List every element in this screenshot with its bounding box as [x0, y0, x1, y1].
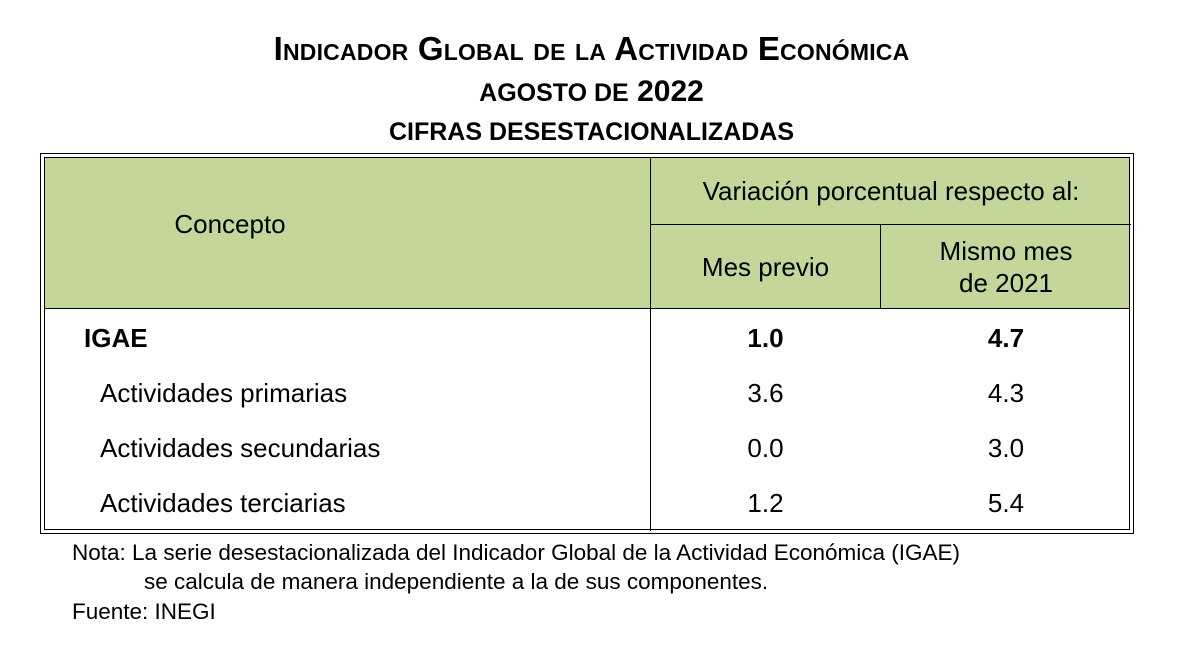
footnote: Nota: La serie desestacionalizada del In…: [72, 538, 960, 567]
cell-primarias-prev: 3.6: [747, 378, 784, 408]
period-month: agosto de: [479, 79, 629, 107]
header-mismo-mes-line2: de 2021: [959, 268, 1053, 298]
cell-igae-yoy: 4.7: [987, 323, 1025, 353]
period-year: 2022: [637, 75, 704, 108]
header-variacion: Variación porcentual respecto al:: [702, 176, 1080, 206]
row-label-terciarias: Actividades terciarias: [100, 488, 346, 518]
data-table: Concepto Variación porcentual respecto a…: [40, 153, 1134, 534]
cell-secundarias-prev: 0.0: [747, 433, 784, 463]
header-concepto: Concepto: [174, 208, 286, 239]
cell-igae-prev: 1.0: [747, 323, 784, 353]
row-label-primarias: Actividades primarias: [100, 378, 348, 408]
table-header: [45, 158, 1129, 309]
page-subtitle-series: CIFRAS DESESTACIONALIZADAS: [388, 118, 795, 146]
row-label-igae: IGAE: [84, 323, 148, 353]
divider-header-group: [650, 224, 1131, 225]
page-title: Indicador Global de la Actividad Económi…: [273, 30, 910, 67]
footnote-line2: se calcula de manera independiente a la …: [144, 569, 769, 594]
header-mismo-mes: Mismo mes de 2021: [881, 225, 1131, 309]
title-block: Indicador Global de la Actividad Económi…: [0, 26, 1183, 151]
header-mes-previo: Mes previo: [701, 252, 830, 282]
header-mismo-mes-line1: Mismo mes: [939, 236, 1073, 266]
cell-terciarias-prev: 1.2: [747, 488, 784, 518]
page-subtitle-period: agosto de 2022: [0, 72, 1183, 113]
footnote-line1: La serie desestacionalizada del Indicado…: [132, 540, 961, 565]
row-label-secundarias: Actividades secundarias: [100, 433, 381, 463]
source-note: Fuente: INEGI: [72, 599, 216, 624]
cell-primarias-yoy: 4.3: [987, 378, 1025, 408]
table-inner-border: Concepto Variación porcentual respecto a…: [44, 157, 1131, 531]
cell-terciarias-yoy: 5.4: [987, 488, 1025, 518]
cell-secundarias-yoy: 3.0: [987, 433, 1025, 463]
divider-concept: [650, 158, 651, 531]
footnote-prefix: Nota:: [72, 540, 126, 565]
divider-header-cols: [880, 224, 881, 309]
